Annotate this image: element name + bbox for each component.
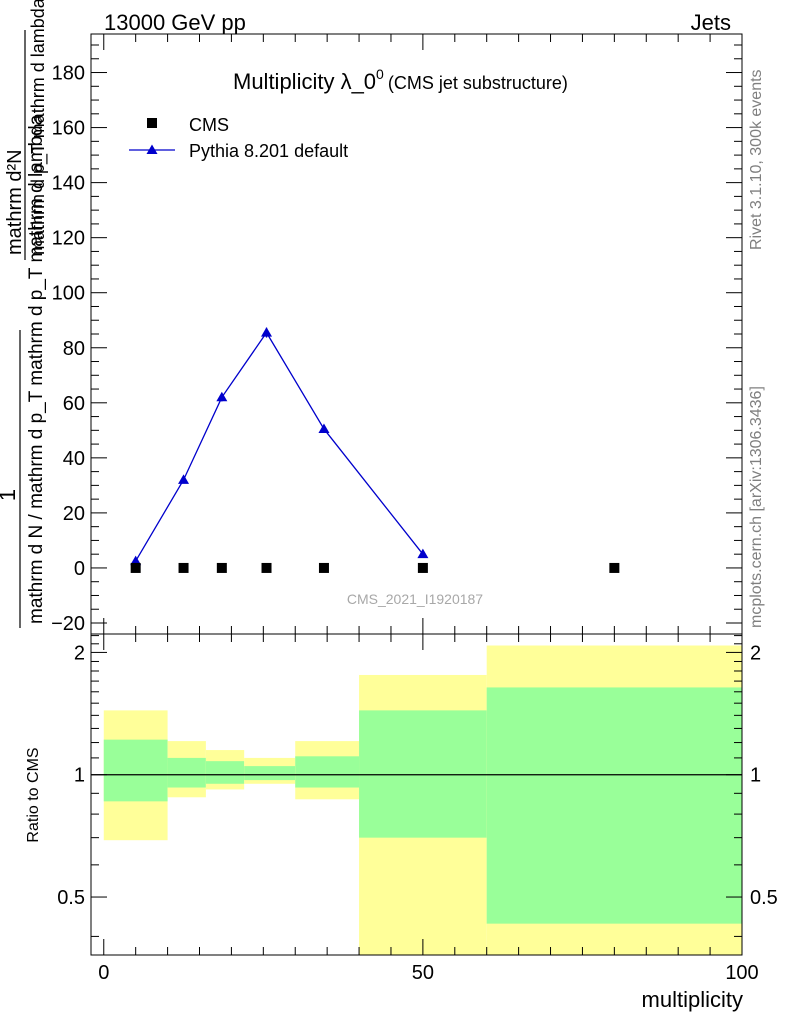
- pythia-series-line: [135, 331, 424, 562]
- main-y-axis-label: mathrm d²N mathrm d p_T mathrm d lambda …: [0, 0, 49, 628]
- ratio-y-tick-label-right: 2: [750, 642, 761, 664]
- y-label-denominator: mathrm d N / mathrm d p_T mathrm d p_T m…: [26, 114, 47, 624]
- cms-point: [609, 562, 620, 573]
- cms-point: [216, 562, 227, 573]
- main-y-tick-label: 20: [63, 503, 85, 525]
- main-y-tick-label: 160: [52, 118, 85, 140]
- cms-point: [318, 562, 329, 573]
- ratio-green-band: [244, 766, 296, 781]
- y-label-top-denominator: mathrm d p_T mathrm d lambda: [28, 0, 49, 255]
- plot-title-superscript: 0: [376, 66, 384, 82]
- plot-title: Multiplicity λ_00 (CMS jet substructure): [233, 66, 568, 94]
- y-label-top-numerator: mathrm d²N: [4, 149, 26, 255]
- x-tick-label: 50: [412, 962, 434, 984]
- pythia-point: [216, 391, 228, 402]
- ratio-bands: [103, 645, 742, 955]
- main-y-tick-label: 0: [74, 558, 85, 580]
- rivet-version-label: Rivet 3.1.10, 300k events: [748, 69, 765, 250]
- plot-watermark: CMS_2021_I1920187: [347, 591, 483, 607]
- header-energy-label: 13000 GeV pp: [104, 10, 246, 35]
- ratio-y-axis-label: Ratio to CMS: [25, 747, 42, 842]
- ratio-y-tick-label-right: 0.5: [750, 887, 778, 909]
- ratio-green-band: [205, 761, 245, 784]
- ratio-plot-frame: [90, 633, 743, 956]
- main-y-tick-label: 140: [52, 173, 85, 195]
- ratio-y-tick-label: 0.5: [57, 887, 85, 909]
- main-y-tick-label: 180: [52, 63, 85, 85]
- ratio-y-tick-label: 2: [74, 642, 85, 664]
- cms-point: [178, 562, 189, 573]
- pythia-point: [178, 474, 190, 484]
- legend-pythia-marker: [146, 144, 158, 154]
- ratio-y-tick-label: 1: [74, 765, 85, 787]
- main-y-tick-label: 80: [63, 338, 85, 360]
- y-label-numerator: 1: [0, 489, 20, 501]
- cms-point: [130, 562, 141, 573]
- pythia-point: [318, 423, 330, 433]
- ratio-axis-ticks: 0.5 0.5 1 1 2 2 0 50 100: [57, 634, 778, 984]
- ratio-y-tick-label-right: 1: [750, 765, 761, 787]
- legend-cms-marker: [147, 118, 157, 128]
- cms-point: [417, 562, 428, 573]
- header-jets-label: Jets: [691, 10, 731, 35]
- pythia-point: [130, 555, 142, 566]
- main-y-tick-label: 60: [63, 393, 85, 415]
- mcplots-reference-label: mcplots.cern.ch [arXiv:1306.3436]: [748, 386, 765, 628]
- main-y-tick-label: −20: [51, 613, 85, 635]
- ratio-green-band: [167, 757, 206, 788]
- ratio-green-band: [486, 687, 742, 924]
- legend: CMS Pythia 8.201 default: [129, 115, 348, 161]
- pythia-point: [417, 548, 429, 559]
- main-plot-marks: [130, 327, 620, 573]
- pythia-point: [261, 327, 273, 337]
- legend-cms-label: CMS: [189, 115, 229, 135]
- x-tick-label: 0: [98, 962, 109, 984]
- legend-pythia-label: Pythia 8.201 default: [189, 141, 348, 161]
- ratio-green-band: [295, 756, 360, 788]
- main-axis-ticks: −20 0 20 40 60 80 100 120 140 160 180: [51, 34, 743, 635]
- plot-title-main: Multiplicity λ_0: [233, 69, 376, 94]
- x-tick-label: 100: [725, 962, 758, 984]
- x-axis-label: multiplicity: [642, 987, 743, 1012]
- main-y-tick-label: 100: [52, 283, 85, 305]
- plot-title-sub: (CMS jet substructure): [388, 73, 568, 93]
- main-y-tick-label: 40: [63, 448, 85, 470]
- ratio-green-band: [103, 739, 168, 802]
- ratio-green-band: [359, 710, 487, 838]
- main-y-tick-label: 120: [52, 228, 85, 250]
- cms-point: [261, 562, 272, 573]
